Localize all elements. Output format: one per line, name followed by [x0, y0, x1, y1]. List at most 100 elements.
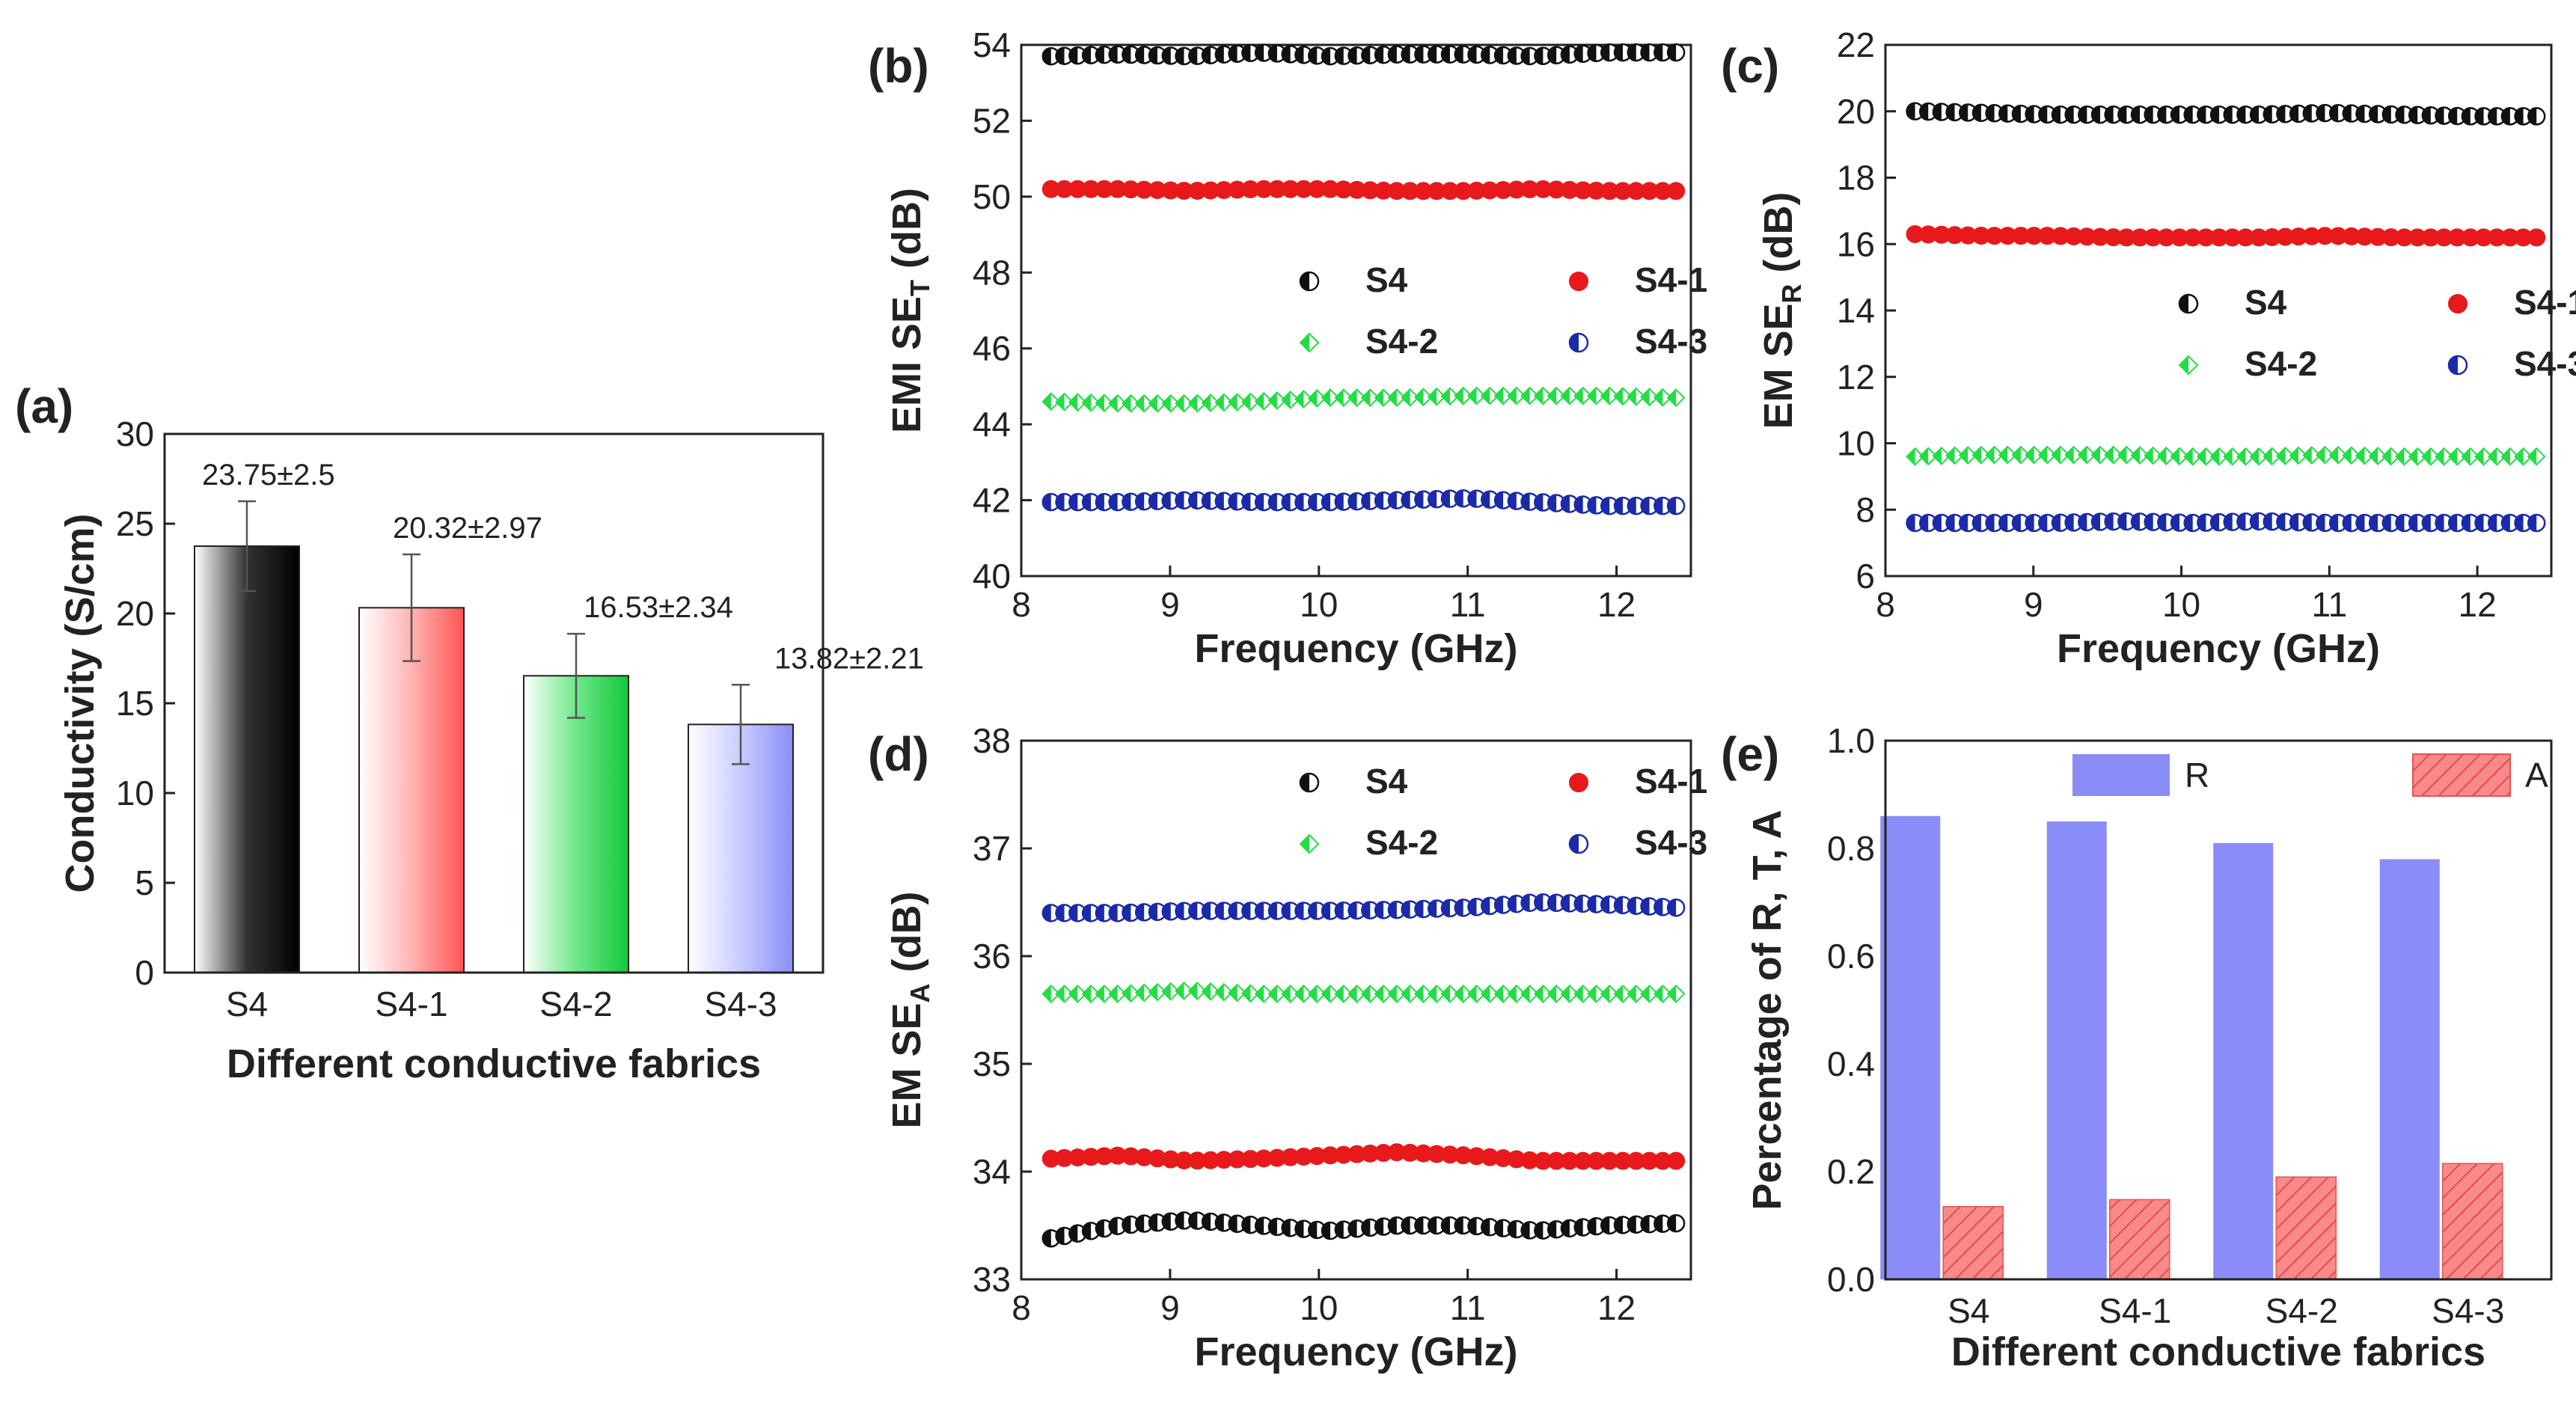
data-point-fill — [1056, 1227, 1065, 1244]
data-point-fill — [2356, 515, 2365, 531]
data-point-fill — [1508, 492, 1517, 509]
data-point-fill — [1535, 494, 1544, 511]
data-point-fill — [2251, 512, 2260, 530]
data-point-fill — [2012, 447, 2021, 464]
data-point-fill — [2277, 105, 2286, 123]
data-point-fill — [1454, 388, 1463, 405]
panel-label: (e) — [1721, 727, 1779, 781]
y-tick-label: 0.8 — [1827, 829, 1875, 868]
data-point-fill — [1348, 902, 1357, 919]
data-point-fill — [1588, 1218, 1597, 1235]
y-tick-label: 22 — [1837, 25, 1875, 64]
data-point-fill — [1933, 447, 1942, 465]
y-tick-label: 52 — [973, 101, 1011, 140]
data-point-fill — [2012, 105, 2021, 123]
data-point-fill — [2356, 105, 2365, 123]
data-point-fill — [1548, 495, 1557, 512]
data-point-fill — [2382, 448, 2391, 465]
panel-label: (b) — [868, 39, 929, 93]
data-point-fill — [2025, 105, 2034, 123]
data-point-fill — [1268, 1218, 1277, 1235]
data-point-fill — [2012, 515, 2021, 531]
data-point-fill — [1535, 1222, 1544, 1239]
data-point-fill — [1215, 1214, 1224, 1231]
data-point-fill — [1521, 388, 1530, 405]
data-point-fill — [2263, 105, 2272, 123]
data-point-fill — [1388, 1217, 1397, 1234]
data-point-fill — [1906, 515, 1915, 531]
legend-label: S4-2 — [1365, 322, 1438, 361]
data-point-fill — [2303, 447, 2312, 464]
plot-frame — [1884, 739, 2553, 1281]
x-tick-label: 10 — [2162, 585, 2200, 624]
data-point-fill — [1242, 985, 1251, 1002]
data-point-fill — [1229, 985, 1237, 1002]
data-point-fill — [1042, 494, 1051, 511]
data-point-fill — [1300, 334, 1309, 352]
data-point-fill — [1189, 394, 1198, 411]
data-point-fill — [1122, 46, 1131, 64]
x-tick-label: 11 — [1450, 585, 1486, 624]
data-point-fill — [1175, 47, 1184, 64]
data-point-fill — [1069, 47, 1078, 64]
data-point-fill — [2052, 106, 2061, 123]
bar — [1880, 815, 1941, 1279]
data-point-fill — [1959, 104, 1968, 121]
y-tick-label: 0.4 — [1827, 1044, 1875, 1083]
data-point-fill — [2462, 515, 2471, 531]
data-point-fill — [1268, 392, 1277, 409]
y-tick-label: 34 — [973, 1152, 1011, 1191]
data-point-fill — [1570, 835, 1579, 853]
data-point-fill — [1548, 46, 1557, 64]
data-point-fill — [1574, 985, 1583, 1003]
plot-frame — [163, 432, 824, 974]
data-point-fill — [1627, 44, 1636, 61]
x-tick-label: 12 — [2459, 585, 2497, 624]
data-point-fill — [1641, 898, 1650, 915]
data-point-fill — [1415, 985, 1424, 1003]
data-point-fill — [1920, 103, 1929, 120]
data-point-fill — [2343, 515, 2352, 531]
data-point-fill — [1083, 1222, 1092, 1240]
data-point-fill — [2330, 105, 2339, 122]
x-tick-label: 8 — [1876, 585, 1895, 624]
data-point-fill — [1215, 394, 1224, 411]
data-point-fill — [1972, 515, 1981, 531]
legend-label: S4-3 — [2514, 344, 2576, 383]
panel-e: (e)0.00.20.40.60.81.0S4S4-1S4-2S4-3RATDi… — [1721, 721, 2553, 1374]
y-tick-label: 36 — [973, 937, 1011, 976]
y-tick-label: 0.6 — [1827, 937, 1875, 976]
data-point-fill — [1375, 46, 1384, 64]
data-point-fill — [1972, 447, 1981, 464]
data-point-fill — [1601, 896, 1610, 913]
data-point-fill — [1535, 985, 1544, 1003]
bar — [2046, 821, 2107, 1279]
data-point-fill — [1069, 1225, 1078, 1242]
data-point-fill — [1574, 1219, 1583, 1236]
data-point-fill — [2144, 513, 2153, 530]
data-point-fill — [2091, 513, 2100, 530]
data-point-fill — [1561, 985, 1570, 1003]
data-point-fill — [1641, 44, 1650, 61]
data-point-fill — [1056, 494, 1065, 511]
data-point-fill — [1401, 389, 1410, 406]
data-point-fill — [1401, 901, 1410, 918]
data-point-fill — [2078, 513, 2087, 530]
data-point-fill — [1428, 900, 1437, 917]
panel-b: (b) 40 42 44 46 48 50 52 54 8 9 10 11 12 S4 S4-1 S4-2 S4-… — [868, 25, 1707, 671]
x-axis-label: Frequency (GHz) — [1194, 626, 1517, 671]
data-point-fill — [1162, 1213, 1171, 1230]
data-point-fill — [2303, 105, 2312, 122]
data-point-fill — [1348, 47, 1357, 64]
data-point-fill — [1415, 388, 1424, 405]
data-point-fill — [1441, 1217, 1450, 1234]
data-point-fill — [1401, 1217, 1410, 1234]
data-point-fill — [2039, 447, 2048, 464]
data-point-fill — [2396, 515, 2405, 531]
data-point — [1569, 773, 1588, 792]
data-point-fill — [1468, 490, 1477, 507]
data-point-fill — [1109, 1217, 1118, 1234]
data-point-fill — [1189, 47, 1198, 64]
x-tick-label: 8 — [1012, 1288, 1031, 1327]
data-point-fill — [1042, 48, 1051, 65]
